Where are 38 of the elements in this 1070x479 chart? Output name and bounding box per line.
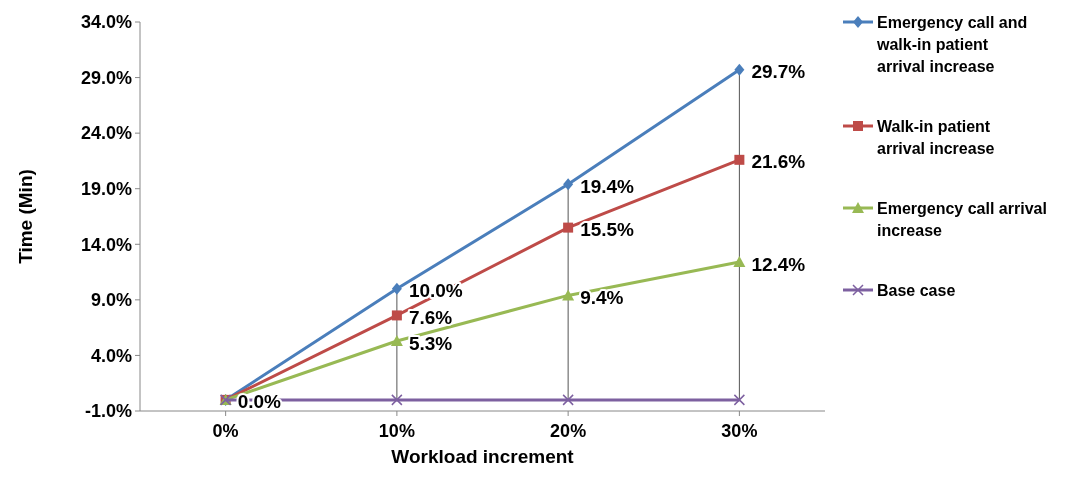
x-tick-label: 20% [550,421,587,441]
point [734,154,745,165]
x-tick-label: 10% [378,421,415,441]
point [391,282,402,295]
y-axis-title: Time (Min) [15,169,36,264]
legend-label: Base case [877,281,956,299]
legend-label: Walk-in patient arrival increase [877,117,995,157]
point [390,334,403,346]
legend-label: Emergency call and walk-in patient arrival increase [876,13,1028,75]
y-tick-label: 14.0% [80,234,132,255]
point [733,256,746,268]
y-tick-label: 19.0% [80,179,132,200]
data-label: 15.5% [580,219,635,241]
point [391,394,403,406]
y-tick-label: -1.0% [84,401,132,422]
y-tick-label: 24.0% [80,123,132,144]
point [562,394,574,406]
data-label: 21.6% [751,151,806,173]
data-label: 19.4% [580,175,635,197]
y-tick-label: 29.0% [80,67,132,88]
point [563,178,574,191]
x-tick-label: 30% [721,421,758,441]
data-label: 29.7% [751,61,806,83]
legend-label: Emergency call arrival increase [877,199,1047,239]
point [734,63,745,76]
data-label: 7.6% [408,306,453,328]
x-axis-title: Workload increment [391,446,575,467]
point [733,394,746,406]
point [562,289,575,301]
y-tick-label: 9.0% [90,290,132,311]
data-label: 12.4% [751,253,806,275]
point [391,310,402,321]
data-label: 9.4% [580,286,624,308]
y-tick-label: 4.0% [90,345,132,366]
x-tick-label: 0% [212,421,239,441]
data-label: 5.3% [408,332,453,354]
y-tick-label: 34.0% [80,12,132,33]
point [563,222,574,233]
